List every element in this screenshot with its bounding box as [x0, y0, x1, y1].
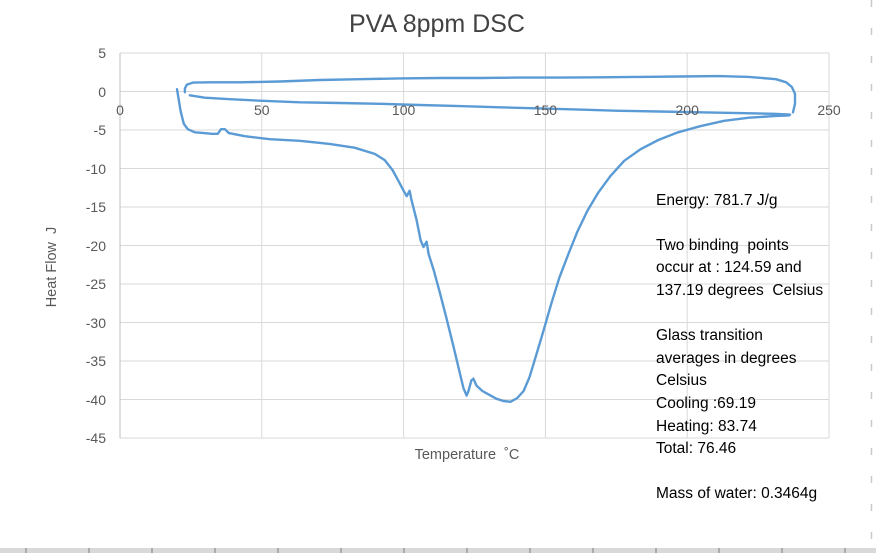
- x-tick-label: 100: [391, 102, 416, 118]
- x-tick-label: 50: [254, 102, 270, 118]
- x-tick-label: 200: [675, 102, 699, 118]
- y-tick-label: -15: [85, 199, 106, 215]
- annotation-line: Total: 76.46: [656, 440, 737, 458]
- x-tick-label: 250: [817, 102, 841, 118]
- annotation-line: Glass transition: [656, 327, 763, 345]
- dsc-curve: [175, 74, 797, 403]
- annotation-line: occur at : 124.59 and: [656, 259, 802, 277]
- y-tick-label: -20: [85, 237, 106, 254]
- y-tick-label: -5: [93, 122, 106, 138]
- annotation-line: Cooling :69.19: [656, 394, 756, 412]
- y-tick-label: -35: [85, 353, 106, 369]
- y-tick-label: -25: [85, 276, 106, 292]
- annotation-line: Two binding points: [656, 236, 789, 254]
- annotation-line: Energy: 781.7 J/g: [656, 191, 778, 209]
- x-tick-label: 150: [533, 102, 558, 118]
- x-tick-label: 0: [116, 102, 124, 118]
- y-tick-label: -45: [85, 430, 106, 446]
- y-tick-label: -30: [85, 314, 106, 331]
- chart-title: PVA 8ppm DSC: [348, 10, 525, 38]
- y-tick-label: -40: [85, 391, 106, 408]
- horizontal-gridlines: [120, 52, 829, 439]
- y-tick-label: 5: [98, 45, 106, 61]
- annotation-line: averages in degrees: [656, 349, 797, 367]
- sheet-bottom-edge: [0, 548, 876, 553]
- annotation-line: Mass of water: 0.3464g: [656, 485, 818, 503]
- y-tick-label: 0: [98, 83, 106, 100]
- annotation-line: Celsius: [656, 372, 707, 390]
- y-axis-title: Heat Flow J: [44, 226, 60, 308]
- annotation-line: 137.19 degrees Celsius: [656, 281, 824, 299]
- y-tick-label: -10: [85, 160, 106, 177]
- annotation-line: Heating: 83.74: [656, 417, 757, 435]
- x-axis-title: Temperature ˚C: [414, 447, 520, 463]
